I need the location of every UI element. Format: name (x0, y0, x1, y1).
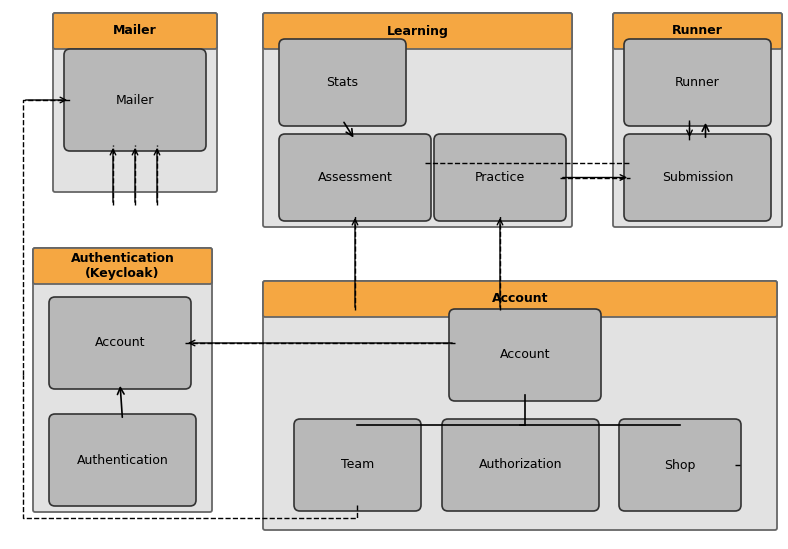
Text: Team: Team (341, 458, 374, 472)
FancyBboxPatch shape (53, 13, 217, 49)
Text: Authorization: Authorization (479, 458, 563, 472)
Text: Stats: Stats (326, 76, 359, 89)
FancyBboxPatch shape (279, 39, 406, 126)
Bar (267, 31, 568, 47)
FancyBboxPatch shape (613, 13, 782, 227)
Text: Practice: Practice (475, 171, 525, 184)
Text: Account: Account (492, 293, 548, 305)
FancyBboxPatch shape (279, 134, 431, 221)
Text: Authentication
(Keycloak): Authentication (Keycloak) (71, 252, 174, 280)
FancyBboxPatch shape (263, 281, 777, 530)
Text: Shop: Shop (664, 458, 696, 472)
FancyBboxPatch shape (33, 248, 212, 512)
FancyBboxPatch shape (49, 297, 191, 389)
Text: Learning: Learning (387, 25, 448, 37)
FancyBboxPatch shape (64, 49, 206, 151)
FancyBboxPatch shape (619, 419, 741, 511)
FancyBboxPatch shape (263, 13, 572, 49)
FancyBboxPatch shape (442, 419, 599, 511)
FancyBboxPatch shape (49, 414, 196, 506)
Bar (617, 31, 778, 47)
FancyBboxPatch shape (449, 309, 601, 401)
FancyBboxPatch shape (294, 419, 421, 511)
FancyBboxPatch shape (434, 134, 566, 221)
FancyBboxPatch shape (53, 13, 217, 192)
FancyBboxPatch shape (613, 13, 782, 49)
Text: Runner: Runner (675, 76, 720, 89)
Text: Runner: Runner (672, 25, 723, 37)
Bar (37, 266, 208, 282)
Text: Submission: Submission (662, 171, 733, 184)
Bar (57, 31, 213, 47)
Text: Account: Account (500, 349, 550, 361)
FancyBboxPatch shape (33, 248, 212, 284)
Text: Assessment: Assessment (318, 171, 392, 184)
FancyBboxPatch shape (624, 39, 771, 126)
FancyBboxPatch shape (263, 13, 572, 227)
Text: Mailer: Mailer (113, 25, 157, 37)
FancyBboxPatch shape (624, 134, 771, 221)
Text: Authentication: Authentication (76, 453, 169, 467)
Bar (267, 299, 773, 315)
Text: Mailer: Mailer (116, 93, 154, 107)
Text: Account: Account (95, 337, 145, 350)
FancyBboxPatch shape (263, 281, 777, 317)
